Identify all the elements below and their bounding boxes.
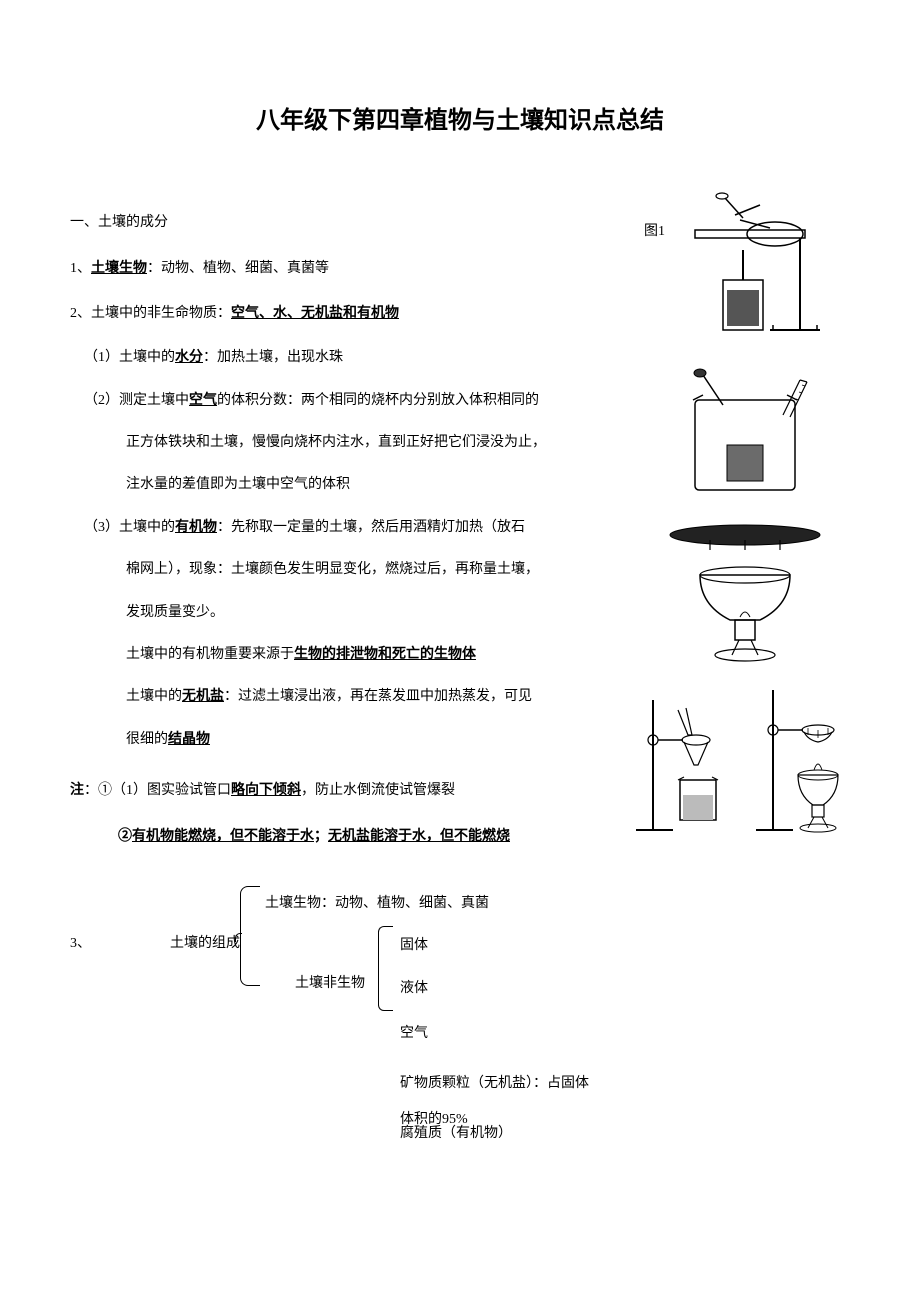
experiment-diagram-4a bbox=[628, 680, 743, 840]
experiment-diagram-1 bbox=[665, 190, 825, 350]
note-2: ②有机物能燃烧，但不能溶于水；无机盐能溶于水，但不能燃烧 bbox=[70, 819, 600, 855]
note-2-a: ② bbox=[118, 829, 132, 844]
item-2: 2、土壤中的非生命物质：空气、水、无机盐和有机物 bbox=[70, 296, 600, 332]
sub-3-line6-pre: 很细的 bbox=[126, 732, 168, 747]
brace-1 bbox=[240, 886, 260, 986]
sub-3-key: 有机物 bbox=[175, 520, 217, 535]
sub-2-pre: （2）测定土壤中 bbox=[84, 393, 189, 408]
item-1: 1、土壤生物：动物、植物、细菌、真菌等 bbox=[70, 251, 600, 287]
sub-3-line2: 棉网上），现象：土壤颜色发生明显变化，燃烧过后，再称量土壤， bbox=[70, 552, 600, 588]
sub-1-post: ：加热土壤，出现水珠 bbox=[203, 350, 343, 365]
item-1-post: ：动物、植物、细菌、真菌等 bbox=[147, 261, 329, 276]
item-2-key: 空气、水、无机盐和有机物 bbox=[231, 306, 399, 321]
sub-2-post: 的体积分数：两个相同的烧杯内分别放入体积相同的 bbox=[217, 393, 539, 408]
sub-3-line3: 发现质量变少。 bbox=[70, 595, 600, 631]
sub-1-key: 水分 bbox=[175, 350, 203, 365]
sub-3-pre: （3）土壤中的 bbox=[84, 520, 175, 535]
main-content: 一、土壤的成分 1、土壤生物：动物、植物、细菌、真菌等 2、土壤中的非生命物质：… bbox=[70, 205, 600, 1226]
note-pre: 注 bbox=[70, 783, 84, 798]
note-1: 注：①（1）图实验试管口略向下倾斜，防止水倒流使试管爆裂 bbox=[70, 773, 600, 809]
sub-3-post: ：先称取一定量的土壤，然后用酒精灯加热（放石 bbox=[217, 520, 525, 535]
tree-l2a: 固体 bbox=[400, 928, 428, 964]
sub-3-line5-key: 无机盐 bbox=[182, 689, 224, 704]
note-1-post: ，防止水倒流使试管爆裂 bbox=[301, 783, 455, 798]
note-1-pre: ：①（1）图实验试管口 bbox=[84, 783, 231, 798]
tree-num3: 3、 bbox=[70, 926, 91, 962]
sub-1-pre: （1）土壤中的 bbox=[84, 350, 175, 365]
sub-3-line6: 很细的结晶物 bbox=[70, 722, 600, 758]
experiment-diagram-3 bbox=[650, 515, 840, 665]
sub-3-line4-pre: 土壤中的有机物重要来源于 bbox=[126, 647, 294, 662]
sub-2-line3: 注水量的差值即为土壤中空气的体积 bbox=[70, 467, 600, 503]
sub-3-line4: 土壤中的有机物重要来源于生物的排泄物和死亡的生物体 bbox=[70, 637, 600, 673]
item-1-pre: 1、 bbox=[70, 261, 91, 276]
sub-3-line6-key: 结晶物 bbox=[168, 732, 210, 747]
sub-2-line2: 正方体铁块和土壤，慢慢向烧杯内注水，直到正好把它们浸没为止， bbox=[70, 425, 600, 461]
tree-l2c: 空气 bbox=[400, 1016, 428, 1052]
item-1-key: 土壤生物 bbox=[91, 261, 147, 276]
sub-3: （3）土壤中的有机物：先称取一定量的土壤，然后用酒精灯加热（放石 bbox=[70, 510, 600, 546]
tree-root: 土壤的组成 bbox=[170, 926, 240, 962]
note-2-d: 无机盐能溶于水，但不能燃烧 bbox=[328, 829, 510, 844]
sub-2-key: 空气 bbox=[189, 393, 217, 408]
brace-2 bbox=[378, 926, 393, 1011]
tree-l1a: 土壤生物：动物、植物、细菌、真菌 bbox=[265, 886, 489, 922]
sub-3-line4-key: 生物的排泄物和死亡的生物体 bbox=[294, 647, 476, 662]
sub-1: （1）土壤中的水分：加热土壤，出现水珠 bbox=[70, 340, 600, 376]
note-2-b: 有机物能燃烧，但不能溶于水 bbox=[132, 829, 314, 844]
page-title: 八年级下第四章植物与土壤知识点总结 bbox=[70, 100, 850, 135]
experiment-diagram-2 bbox=[655, 365, 835, 500]
note-1-key: 略向下倾斜 bbox=[231, 783, 301, 798]
item-2-pre: 2、土壤中的非生命物质： bbox=[70, 306, 231, 321]
figure-column bbox=[625, 190, 865, 840]
tree-l2b: 液体 bbox=[400, 971, 428, 1007]
sub-3-line5-pre: 土壤中的 bbox=[126, 689, 182, 704]
sub-3-line5-post: ：过滤土壤浸出液，再在蒸发皿中加热蒸发，可见 bbox=[224, 689, 532, 704]
experiment-diagram-4b bbox=[748, 680, 863, 840]
note-2-c: ； bbox=[314, 829, 328, 844]
sub-2: （2）测定土壤中空气的体积分数：两个相同的烧杯内分别放入体积相同的 bbox=[70, 383, 600, 419]
tree-l2e: 腐殖质（有机物） bbox=[400, 1116, 512, 1152]
section-1-heading: 一、土壤的成分 bbox=[70, 205, 600, 241]
tree-l1b: 土壤非生物 bbox=[295, 966, 365, 1002]
composition-tree: 3、 土壤的组成 土壤生物：动物、植物、细菌、真菌 土壤非生物 固体 液体 空气… bbox=[70, 886, 600, 1226]
sub-3-line5: 土壤中的无机盐：过滤土壤浸出液，再在蒸发皿中加热蒸发，可见 bbox=[70, 679, 600, 715]
